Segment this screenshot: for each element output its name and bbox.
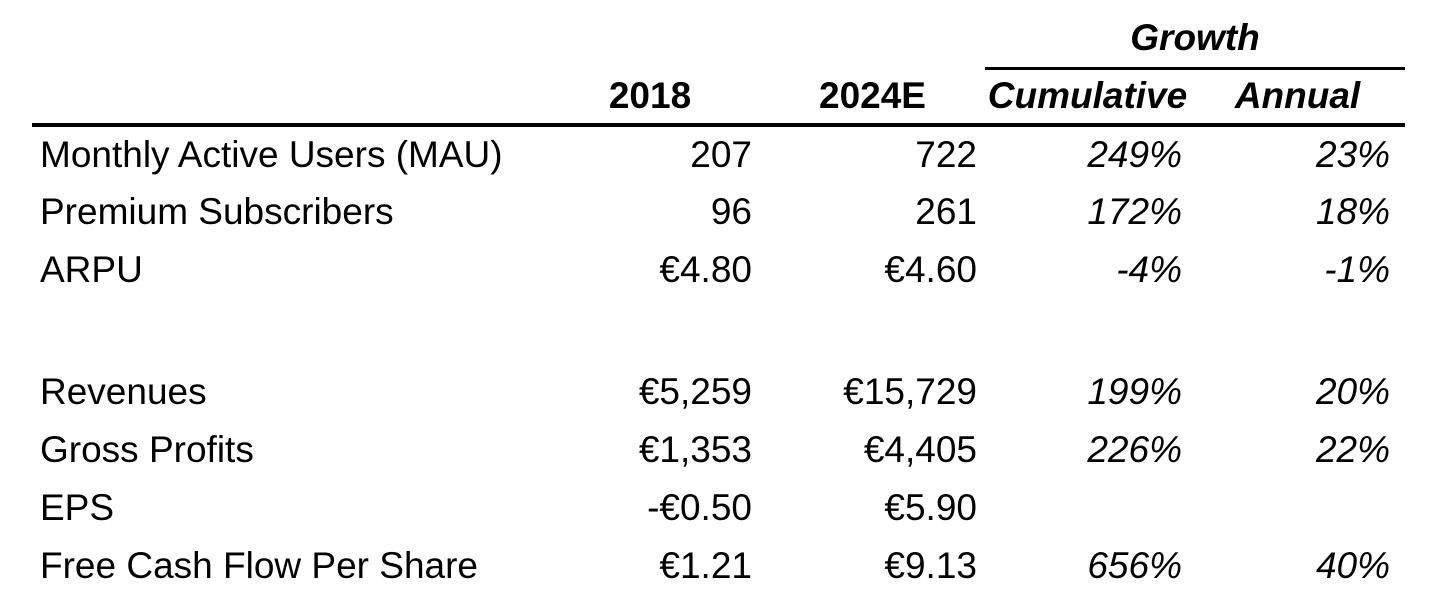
row-label: Premium Subscribers	[40, 191, 394, 232]
growth-group-header: Growth	[985, 6, 1406, 70]
cell-cumulative-growth: 656%	[1087, 545, 1182, 586]
cell-2018: €1.21	[659, 545, 752, 586]
row-label: Free Cash Flow Per Share	[40, 545, 479, 586]
cell-2018: €4.80	[659, 249, 752, 290]
table-row-mau: Monthly Active Users (MAU) 207 722 249% …	[32, 125, 1405, 183]
cell-cumulative-growth: -4%	[1116, 249, 1182, 290]
cell-cumulative-growth: 249%	[1087, 134, 1182, 175]
column-header-2018: 2018	[540, 68, 760, 127]
column-header-row: 2018 2024E Cumulative Annual	[32, 68, 1406, 127]
cell-2024e: €4,405	[863, 429, 977, 470]
row-label: Revenues	[40, 371, 207, 412]
table-row-arpu: ARPU €4.80 €4.60 -4% -1%	[32, 241, 1405, 299]
cell-annual-growth	[1190, 479, 1405, 537]
growth-header-spacer	[32, 6, 985, 68]
cell-cumulative-growth	[985, 479, 1190, 537]
table-row-gross-profits: Gross Profits €1,353 €4,405 226% 22%	[32, 421, 1405, 479]
cell-2018: €5,259	[638, 371, 752, 412]
cell-2024e: €4.60	[884, 249, 977, 290]
cell-2024e: €15,729	[843, 371, 977, 412]
cell-2018: 96	[710, 191, 752, 232]
cell-annual-growth: 18%	[1315, 191, 1391, 232]
column-header-2024e: 2024E	[760, 68, 985, 127]
cell-annual-growth: 40%	[1315, 545, 1391, 586]
cell-2018: 207	[690, 134, 752, 175]
table-row-revenues: Revenues €5,259 €15,729 199% 20%	[32, 363, 1405, 421]
table-row-eps: EPS -€0.50 €5.90	[32, 479, 1405, 537]
cell-annual-growth: 22%	[1315, 429, 1391, 470]
spacer-row	[32, 299, 1405, 363]
label-column-header	[32, 68, 540, 127]
cell-annual-growth: 20%	[1315, 371, 1391, 412]
cell-cumulative-growth: 226%	[1087, 429, 1182, 470]
cell-2024e: 261	[915, 191, 977, 232]
row-label: Monthly Active Users (MAU)	[40, 134, 503, 175]
cell-annual-growth: 23%	[1315, 134, 1391, 175]
spacer-cell	[32, 299, 1405, 363]
column-header-annual: Annual	[1190, 68, 1406, 127]
cell-annual-growth: -1%	[1324, 249, 1391, 290]
cell-cumulative-growth: 172%	[1087, 191, 1182, 232]
cell-2024e: €5.90	[884, 487, 977, 528]
cell-2024e: €9.13	[884, 545, 977, 586]
row-label: ARPU	[40, 249, 143, 290]
financial-metrics-table: Growth 2018 2024E Cumulative Annual Mont…	[32, 6, 1406, 595]
cell-2018: €1,353	[638, 429, 752, 470]
cell-2024e: 722	[915, 134, 977, 175]
cell-2018: -€0.50	[647, 487, 752, 528]
row-label: EPS	[40, 487, 115, 528]
growth-group-header-row: Growth	[32, 6, 1406, 70]
column-header-cumulative: Cumulative	[985, 68, 1190, 127]
table-row-fcf-per-share: Free Cash Flow Per Share €1.21 €9.13 656…	[32, 537, 1405, 595]
row-label: Gross Profits	[40, 429, 254, 470]
cell-cumulative-growth: 199%	[1087, 371, 1182, 412]
table-row-premium-subscribers: Premium Subscribers 96 261 172% 18%	[32, 183, 1405, 241]
